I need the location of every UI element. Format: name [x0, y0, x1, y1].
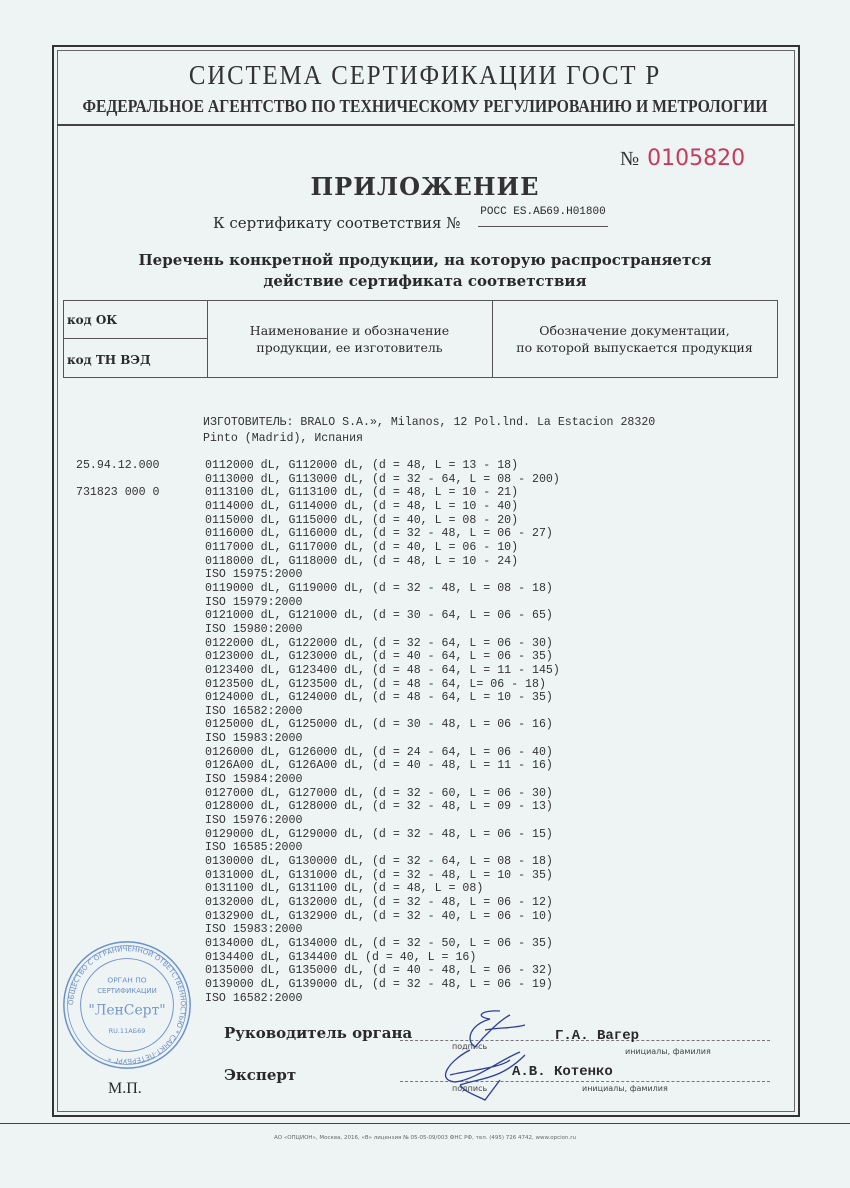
expert-signature-line: [400, 1081, 770, 1082]
subtitle-line2: действие сертификата соответствия: [263, 272, 587, 290]
documentation-column-header: Обозначение документации, по которой выпу…: [492, 301, 777, 377]
product-item: 0139000 dL, G139000 dL, (d = 32 - 48, L …: [205, 977, 553, 991]
standard-reference: ISO 16585:2000: [205, 841, 303, 855]
product-item: 0118000 dL, G118000 dL, (d = 48, L = 10 …: [205, 554, 519, 568]
standard-reference: ISO 15984:2000: [205, 773, 303, 787]
okpd-code: 25.94.12.000: [76, 459, 160, 472]
product-list: 0112000 dL, G112000 dL, (d = 48, L = 13 …: [205, 459, 560, 1005]
head-signature-line: [400, 1040, 770, 1041]
certificate-number: РОСС ES.АБ69.Н01800: [478, 206, 608, 227]
product-item: 0135000 dL, G135000 dL, (d = 40 - 48, L …: [205, 964, 553, 978]
standard-reference: ISO 16582:2000: [205, 991, 303, 1005]
form-number: № 0105820: [620, 146, 745, 171]
standard-reference: ISO 16582:2000: [205, 704, 303, 718]
kod-tn-label: код ТН ВЭД: [67, 353, 151, 367]
stamp-line1: ОРГАН ПО: [107, 976, 146, 985]
product-item: 0115000 dL, G115000 dL, (d = 40, L = 08 …: [205, 513, 519, 527]
printer-footer: АО «ОПЦИОН», Москва, 2016, «В» лицензия …: [274, 1135, 576, 1141]
product-item: 0128000 dL, G128000 dL, (d = 32 - 48, L …: [205, 800, 553, 814]
manufacturer-line1: ИЗГОТОВИТЕЛЬ: BRALO S.A.», Milanos, 12 P…: [203, 416, 656, 429]
col2-line2: продукции, ее изготовитель: [256, 340, 443, 355]
certificate-label: К сертификату соответствия №: [213, 214, 461, 232]
number-sign: №: [620, 148, 640, 170]
standard-reference: ISO 15979:2000: [205, 595, 303, 609]
system-title: СИСТЕМА СЕРТИФИКАЦИИ ГОСТ Р: [188, 60, 662, 90]
product-item: 0129000 dL, G129000 dL, (d = 32 - 48, L …: [205, 827, 553, 841]
head-label: Руководитель органа: [224, 1024, 413, 1042]
product-item: 0125000 dL, G125000 dL, (d = 30 - 48, L …: [205, 718, 553, 732]
product-item: 0121000 dL, G121000 dL, (d = 30 - 64, L …: [205, 609, 553, 623]
col3-line2: по которой выпускается продукция: [516, 340, 753, 355]
product-item: 0122000 dL, G122000 dL, (d = 32 - 64, L …: [205, 636, 553, 650]
product-item: 0123000 dL, G123000 dL, (d = 40 - 64, L …: [205, 650, 553, 664]
product-item: 0130000 dL, G130000 dL, (d = 32 - 64, L …: [205, 855, 553, 869]
product-item: 0123400 dL, G123400 dL, (d = 48 - 64, L …: [205, 663, 560, 677]
kod-ok-label: код ОК: [67, 313, 118, 327]
col2-line1: Наименование и обозначение: [249, 323, 450, 338]
agency-title: ФЕДЕРАЛЬНОЕ АГЕНТСТВО ПО ТЕХНИЧЕСКОМУ РЕ…: [82, 96, 768, 116]
product-item: 0132900 dL, G132900 dL, (d = 32 - 40, L …: [205, 909, 553, 923]
standard-reference: ISO 15976:2000: [205, 814, 303, 828]
outer-border: [52, 45, 800, 1117]
product-item: 0114000 dL, G114000 dL, (d = 48, L = 10 …: [205, 499, 519, 513]
product-item: 0113100 dL, G113100 dL, (d = 48, L = 10 …: [205, 486, 519, 500]
document-title: ПРИЛОЖЕНИЕ: [310, 172, 540, 201]
product-item: 0112000 dL, G112000 dL, (d = 48, L = 13 …: [205, 459, 519, 472]
subtitle: Перечень конкретной продукции, на котору…: [0, 250, 850, 292]
product-item: 0127000 dL, G127000 dL, (d = 32 - 60, L …: [205, 786, 553, 800]
standard-reference: ISO 15980:2000: [205, 622, 303, 636]
col3-line1: Обозначение документации,: [539, 323, 730, 338]
product-item: 0117000 dL, G117000 dL, (d = 40, L = 06 …: [205, 540, 519, 554]
manufacturer: ИЗГОТОВИТЕЛЬ: BRALO S.A.», Milanos, 12 P…: [203, 415, 655, 447]
product-item: 0113000 dL, G113000 dL, (d = 32 - 64, L …: [205, 472, 560, 486]
standard-reference: ISO 15983:2000: [205, 923, 303, 937]
stamp-line2: СЕРТИФИКАЦИИ: [97, 987, 157, 995]
expert-name: А.В. Котенко: [512, 1064, 613, 1080]
manufacturer-line2: Pinto (Madrid), Испания: [203, 432, 364, 445]
form-number-value: 0105820: [647, 146, 746, 171]
product-item: 0132000 dL, G132000 dL, (d = 32 - 48, L …: [205, 896, 553, 909]
product-item: 0131000 dL, G131000 dL, (d = 32 - 48, L …: [205, 868, 553, 882]
product-column-header: Наименование и обозначение продукции, ее …: [207, 301, 493, 377]
header-divider: [57, 124, 795, 126]
stamp-reg: RU.11АБ69: [109, 1027, 146, 1035]
code-split: [64, 338, 207, 339]
mp-label: М.П.: [108, 1080, 142, 1097]
head-name-caption: инициалы, фамилия: [625, 1047, 711, 1056]
product-item: 0126A00 dL, G126A00 dL, (d = 40 - 48, L …: [205, 759, 553, 773]
footer-divider: [0, 1123, 850, 1124]
expert-signature: [444, 1049, 526, 1101]
product-item: 0119000 dL, G119000 dL, (d = 32 - 48, L …: [205, 581, 553, 595]
product-item: 0123500 dL, G123500 dL, (d = 48 - 64, L=…: [205, 677, 546, 691]
expert-signature-caption: подпись: [452, 1084, 488, 1093]
tnved-code: 731823 000 0: [76, 486, 160, 499]
standard-reference: ISO 15975:2000: [205, 568, 303, 582]
product-item: 0126000 dL, G126000 dL, (d = 24 - 64, L …: [205, 745, 553, 759]
product-item: 0134000 dL, G134000 dL, (d = 32 - 50, L …: [205, 936, 553, 950]
subtitle-line1: Перечень конкретной продукции, на котору…: [138, 251, 712, 269]
organ-stamp: ОБЩЕСТВО С ОГРАНИЧЕННОЙ ОТВЕТСТВЕННОСТЬЮ…: [63, 941, 191, 1069]
product-item: 0134400 dL, G134400 dL (d = 40, L = 16): [205, 950, 477, 964]
product-item: 0124000 dL, G124000 dL, (d = 48 - 64, L …: [205, 691, 553, 705]
table-header: код ОК код ТН ВЭД Наименование и обознач…: [63, 300, 778, 378]
inner-border: [57, 50, 795, 1112]
expert-name-caption: инициалы, фамилия: [582, 1084, 668, 1093]
head-signature-caption: подпись: [452, 1042, 488, 1051]
product-item: 0131100 dL, G131100 dL, (d = 48, L = 08): [205, 882, 484, 896]
head-signature: [469, 1010, 526, 1048]
standard-reference: ISO 15983:2000: [205, 732, 303, 746]
product-item: 0116000 dL, G116000 dL, (d = 32 - 48, L …: [205, 527, 553, 541]
expert-label: Эксперт: [224, 1066, 297, 1084]
stamp-name: "ЛенСерт": [88, 1002, 165, 1018]
head-name: Г.А. Вагер: [555, 1028, 640, 1044]
code-column-header: код ОК код ТН ВЭД: [64, 301, 208, 377]
